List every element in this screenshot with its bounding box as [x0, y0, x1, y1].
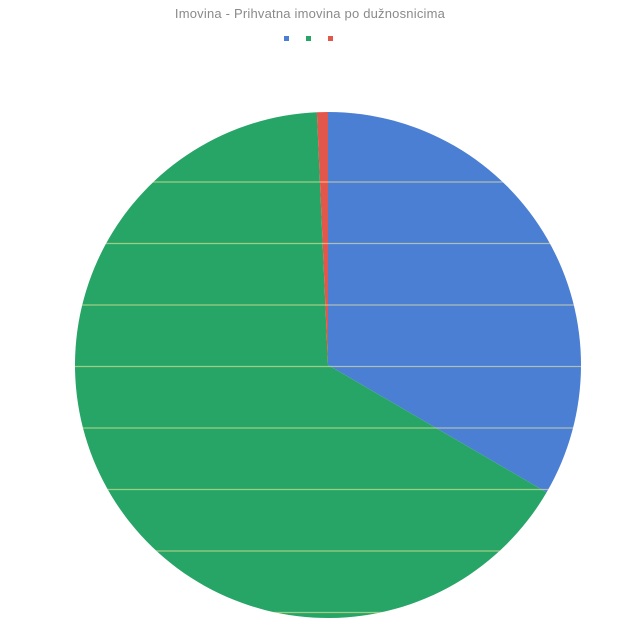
legend-swatch	[328, 36, 333, 41]
legend	[0, 36, 620, 41]
pie-slice[interactable]	[328, 112, 582, 493]
legend-swatch	[284, 36, 289, 41]
legend-item[interactable]	[328, 36, 336, 41]
scan-lines	[75, 181, 581, 614]
pie-slice[interactable]	[316, 112, 328, 365]
pie-slices	[75, 112, 582, 619]
chart-title: Imovina - Prihvatna imovina po dužnosnic…	[174, 6, 446, 21]
legend-item[interactable]	[306, 36, 314, 41]
pie-slice[interactable]	[75, 112, 547, 619]
legend-item[interactable]	[284, 36, 292, 41]
legend-swatch	[306, 36, 311, 41]
